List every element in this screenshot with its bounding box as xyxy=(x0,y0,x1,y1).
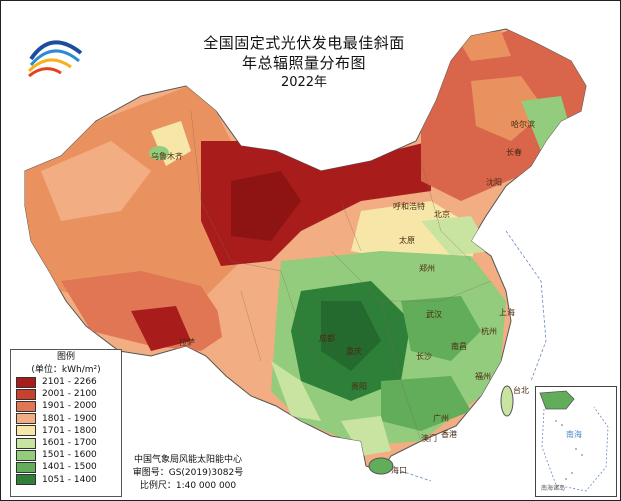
credit-scale: 比例尺：1:40 000 000 xyxy=(139,481,237,491)
logo xyxy=(27,40,83,78)
city-label: 北京 xyxy=(434,210,450,219)
city-label: 上海 xyxy=(499,308,515,317)
city-label: 郑州 xyxy=(419,264,435,273)
legend-item: 1051 - 1400 xyxy=(16,474,121,486)
legend-label: 2101 - 2266 xyxy=(42,377,97,388)
islands xyxy=(555,420,583,480)
legend-swatch xyxy=(16,376,36,388)
legend-label: 1701 - 1800 xyxy=(42,425,97,436)
city-label: 杭州 xyxy=(481,327,497,336)
city-label: 成都 xyxy=(319,334,335,343)
city-label: 沈阳 xyxy=(486,178,502,187)
city-label: 福州 xyxy=(475,372,491,381)
legend-swatch xyxy=(16,461,36,473)
city-label: 哈尔滨 xyxy=(511,120,535,129)
inset-label: 南海诸岛 xyxy=(541,485,566,492)
hainan-island xyxy=(368,457,394,475)
legend-swatch xyxy=(16,449,36,461)
city-label: 南昌 xyxy=(451,342,467,351)
legend-label: 1901 - 2000 xyxy=(42,401,97,412)
city-label: 拉萨 xyxy=(179,338,195,347)
legend-item: 2001 - 2100 xyxy=(16,388,121,400)
city-label: 乌鲁木齐 xyxy=(151,152,183,161)
title-year: 2022年 xyxy=(280,75,328,90)
radiation-zones xyxy=(25,29,586,456)
legend-item: 1701 - 1800 xyxy=(16,425,121,437)
inset-map: 南海 xyxy=(539,390,609,492)
city-label: 海口 xyxy=(391,466,407,475)
city-label: 广州 xyxy=(433,414,449,423)
legend-title: 图例 xyxy=(56,352,75,362)
city-label: 贵阳 xyxy=(351,382,367,391)
maritime-boundaries xyxy=(400,230,547,482)
legend-label: 2001 - 2100 xyxy=(42,389,97,400)
city-label: 香港 xyxy=(441,430,457,439)
map-title: 全国固定式光伏发电最佳斜面 年总辐照量分布图 2022年 xyxy=(179,33,429,93)
city-label: 重庆 xyxy=(346,347,362,356)
credit-org: 中国气象局风能太阳能中心 xyxy=(133,455,242,465)
legend-swatch xyxy=(16,413,36,425)
title-line2: 年总辐照量分布图 xyxy=(241,54,366,72)
city-label: 呼和浩特 xyxy=(393,202,425,211)
legend-item: 2101 - 2266 xyxy=(16,376,121,388)
south-china-sea-inset: 南海 xyxy=(535,386,617,497)
city-label: 长沙 xyxy=(416,352,432,361)
legend-swatch xyxy=(16,437,36,449)
city-label: 澳门 xyxy=(421,434,437,443)
legend-label: 1601 - 1700 xyxy=(42,438,97,449)
city-label: 武汉 xyxy=(426,310,442,319)
credit-review: 审图号：GS(2019)3082号 xyxy=(132,468,244,478)
province-boundaries xyxy=(190,110,492,442)
legend: 图例 (单位：kWh/m²) 2101 - 2266 2001 - 2100 190… xyxy=(10,349,122,497)
city-label: 长春 xyxy=(506,148,522,157)
legend-item: 1601 - 1700 xyxy=(16,437,121,449)
legend-swatch xyxy=(16,425,36,437)
legend-item: 1501 - 1600 xyxy=(16,449,121,461)
legend-swatch xyxy=(16,474,36,486)
legend-label: 1501 - 1600 xyxy=(42,450,97,461)
inset-sea-label: 南海 xyxy=(566,429,582,439)
city-label: 太原 xyxy=(399,236,415,245)
city-label: 台北 xyxy=(513,386,529,395)
credits: 中国气象局风能太阳能中心 审图号：GS(2019)3082号 比例尺：1:40 … xyxy=(113,454,263,493)
title-line1: 全国固定式光伏发电最佳斜面 xyxy=(203,34,405,52)
legend-item: 1401 - 1500 xyxy=(16,461,121,473)
legend-label: 1051 - 1400 xyxy=(42,474,97,485)
legend-label: 1801 - 1900 xyxy=(42,413,97,424)
taiwan-island xyxy=(500,385,514,417)
legend-label: 1401 - 1500 xyxy=(42,462,97,473)
legend-swatch xyxy=(16,388,36,400)
legend-item: 1801 - 1900 xyxy=(16,413,121,425)
legend-unit: (单位：kWh/m²) xyxy=(31,365,101,375)
legend-swatch xyxy=(16,400,36,412)
legend-item: 1901 - 2000 xyxy=(16,400,121,412)
